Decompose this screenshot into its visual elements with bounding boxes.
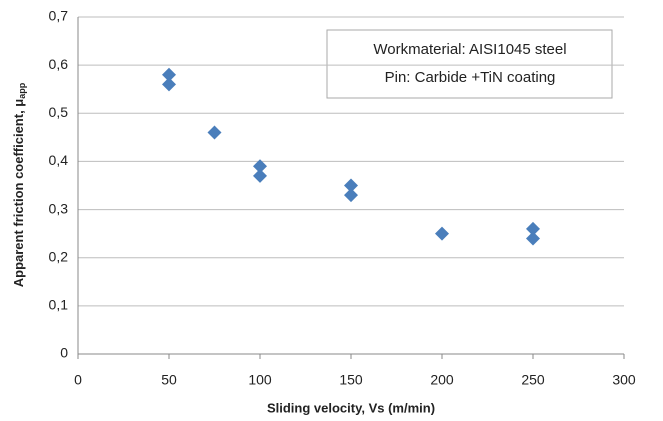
annotation: Workmaterial: AISI1045 steel bbox=[373, 41, 566, 58]
y-axis-title-sub: app bbox=[17, 82, 27, 99]
y-tick-label: 0,5 bbox=[49, 104, 69, 120]
point bbox=[526, 221, 540, 236]
y-axis-title: Apparent friction coefficient, μapp bbox=[11, 82, 27, 287]
x-tick-label: 150 bbox=[339, 372, 363, 388]
x-axis-title: Sliding velocity, Vs (m/min) bbox=[267, 400, 435, 415]
y-tick-label: 0,2 bbox=[49, 248, 69, 264]
x-tick-label: 250 bbox=[521, 372, 545, 388]
annotation-box bbox=[326, 29, 613, 99]
y-tick-label: 0,7 bbox=[49, 8, 69, 24]
point bbox=[253, 159, 267, 174]
y-axis-title-main: Apparent friction coefficient, μ bbox=[11, 99, 26, 288]
x-tick-label: 0 bbox=[74, 372, 82, 388]
y-tick-label: 0,1 bbox=[49, 297, 69, 313]
point bbox=[344, 178, 358, 193]
y-tick-label: 0,4 bbox=[49, 152, 69, 168]
annotation: Pin: Carbide +TiN coating bbox=[385, 69, 556, 86]
x-tick-label: 50 bbox=[161, 372, 177, 388]
y-tick-label: 0,3 bbox=[49, 200, 69, 216]
point bbox=[162, 67, 176, 82]
point bbox=[526, 231, 540, 246]
x-tick-label: 300 bbox=[612, 372, 636, 388]
point bbox=[344, 188, 358, 203]
y-tick-label: 0 bbox=[60, 345, 68, 361]
point bbox=[435, 226, 449, 241]
y-tick-label: 0,6 bbox=[49, 56, 69, 72]
point bbox=[207, 125, 222, 140]
x-tick-label: 100 bbox=[248, 372, 272, 388]
point bbox=[162, 77, 176, 92]
point bbox=[253, 168, 267, 183]
x-tick-label: 200 bbox=[430, 372, 454, 388]
